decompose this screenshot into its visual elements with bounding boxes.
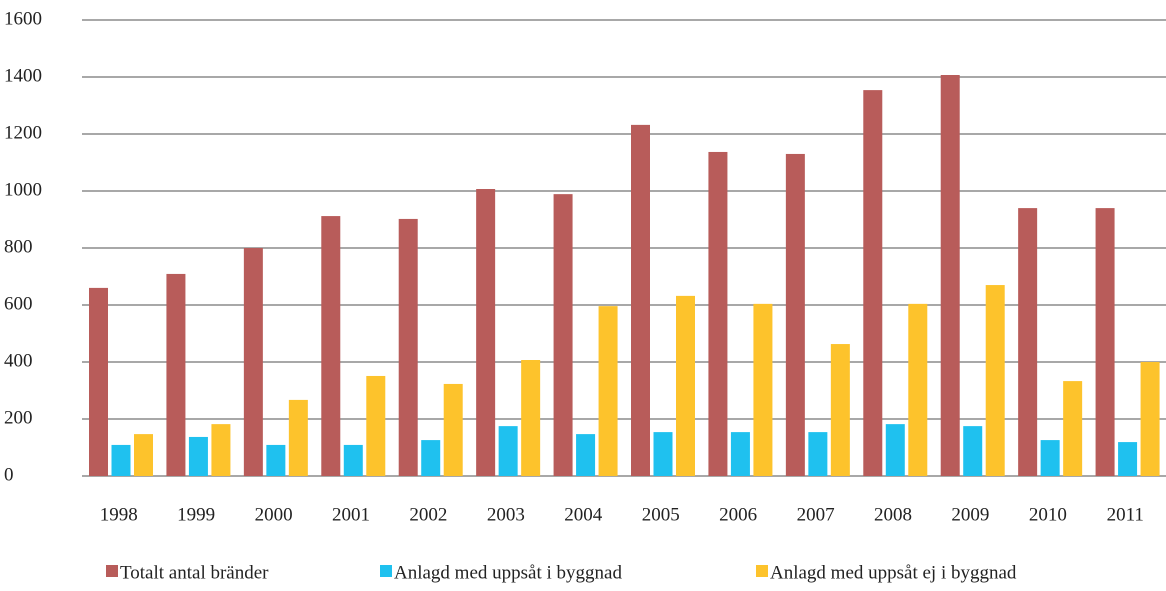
bar [785,153,805,476]
x-tick-label: 2011 [1107,504,1144,525]
bar [288,399,308,476]
x-tick-label: 2001 [332,504,370,525]
x-tick-label: 2006 [719,504,757,525]
bar [134,434,153,476]
x-tick-label: 2008 [874,504,912,525]
legend-label: Anlagd med uppsåt i byggnad [394,562,622,583]
bar [553,194,573,476]
x-tick-label: 1999 [177,504,215,525]
y-tick-label: 600 [4,293,33,314]
x-tick-label: 1998 [100,504,138,525]
y-tick-label: 800 [4,236,33,257]
legend-swatch [756,565,768,577]
bar [111,444,131,476]
bar [1018,208,1038,476]
bar [321,216,341,476]
x-tick-label: 2003 [487,504,525,525]
bar [985,285,1005,476]
bar [963,426,983,476]
y-tick-label: 1200 [4,122,42,143]
bar [498,426,518,476]
bar [89,287,108,476]
bar [808,432,828,476]
bar [188,436,208,476]
bar [908,303,928,476]
bar [421,440,441,476]
bar [366,375,386,476]
bar [863,90,883,477]
legend-label: Anlagd med uppsåt ej i byggnad [770,562,1017,583]
bar [243,248,263,476]
bar [653,432,673,476]
bar [753,303,773,476]
bar [576,434,596,476]
bar [266,444,286,476]
y-tick-label: 1400 [4,65,42,86]
x-tick-label: 2005 [642,504,680,525]
bar [598,306,618,476]
bar [676,295,695,476]
bar [476,189,496,476]
y-tick-label: 200 [4,407,33,428]
bar [1040,440,1060,476]
bar [521,360,541,476]
legend-swatch [106,565,118,577]
bar [1095,208,1115,476]
bar [940,75,960,476]
y-tick-label: 1000 [4,179,42,200]
y-tick-label: 400 [4,350,33,371]
bar [1140,362,1160,476]
legend-swatch [380,565,392,577]
bar [1063,381,1083,476]
x-tick-label: 2010 [1029,504,1067,525]
bar [398,218,418,476]
x-tick-label: 2002 [409,504,447,525]
bar [166,273,186,476]
y-tick-label: 1600 [4,8,42,29]
bar [343,444,363,476]
bar [730,432,750,476]
y-tick-label: 0 [4,464,14,485]
bar [830,344,850,476]
bar [1118,442,1138,476]
x-tick-label: 2009 [951,504,989,525]
legend-label: Totalt antal bränder [120,562,269,583]
bar [443,383,463,476]
bar [708,151,728,476]
bar [885,424,905,476]
bar [211,424,231,476]
bar [631,124,650,476]
x-tick-label: 2000 [255,504,293,525]
x-tick-label: 2007 [797,504,835,525]
x-tick-label: 2004 [564,504,603,525]
